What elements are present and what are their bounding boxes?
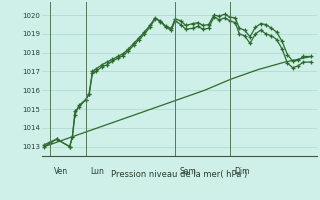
Text: Sam: Sam bbox=[179, 167, 196, 176]
X-axis label: Pression niveau de la mer( hPa ): Pression niveau de la mer( hPa ) bbox=[111, 170, 247, 179]
Text: Ven: Ven bbox=[54, 167, 68, 176]
Text: Dim: Dim bbox=[234, 167, 250, 176]
Text: Lun: Lun bbox=[90, 167, 104, 176]
